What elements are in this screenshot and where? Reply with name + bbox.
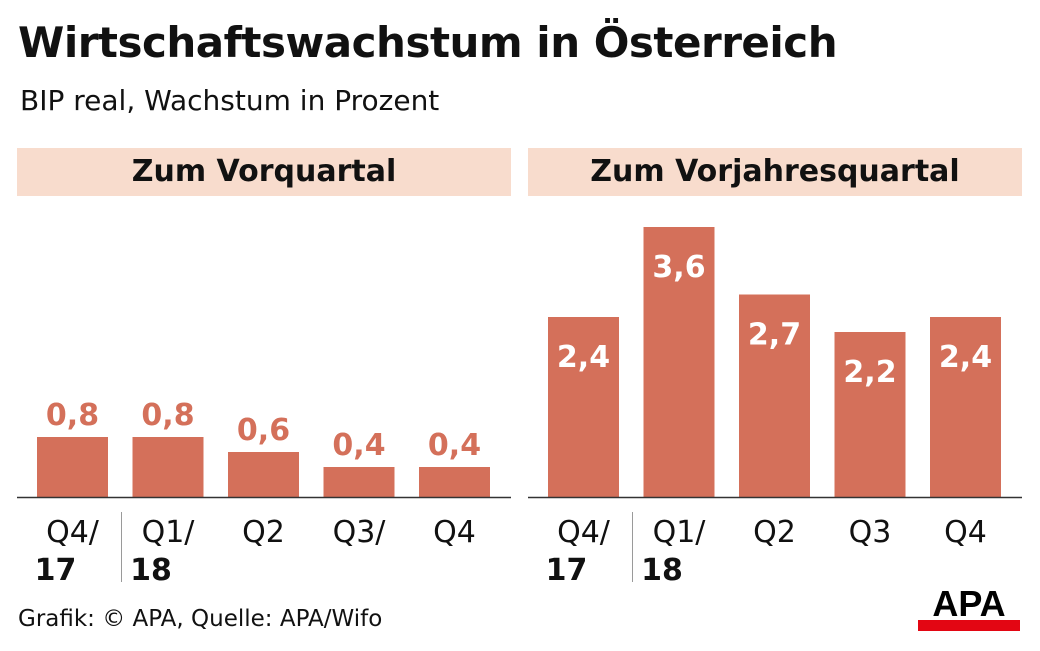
apa-logo-bar: [918, 620, 1020, 631]
bar: [37, 437, 108, 497]
x-tick-year-label: 17: [35, 553, 77, 588]
x-tick-year-label: 18: [130, 553, 172, 588]
bar-value-label: 0,4: [332, 428, 385, 463]
bar-value-label: 0,8: [46, 398, 99, 433]
x-tick-label: Q1/: [142, 515, 196, 550]
apa-logo-text: APA: [932, 584, 1005, 624]
bar: [132, 437, 204, 497]
x-tick-label: Q1/: [653, 515, 707, 550]
bar-value-label: 2,7: [748, 318, 801, 353]
x-tick-label: Q3/: [333, 515, 387, 550]
x-tick-label: Q2: [242, 515, 285, 550]
x-tick-label: Q4: [433, 515, 476, 550]
panel-title-vorquartal: Zum Vorquartal: [17, 148, 511, 196]
apa-logo: APA: [918, 583, 1020, 632]
bar: [930, 317, 1001, 497]
bar-value-label: 3,6: [652, 250, 705, 285]
bar: [834, 332, 906, 497]
source-note: Grafik: © APA, Quelle: APA/Wifo: [18, 606, 383, 632]
x-tick-label: Q4/: [46, 515, 100, 550]
bar: [323, 467, 395, 497]
x-tick-label: Q4/: [557, 515, 611, 550]
bar-value-label: 2,2: [843, 355, 896, 390]
x-tick-year-label: 18: [641, 553, 683, 588]
bar-value-label: 0,6: [237, 413, 290, 448]
bar: [548, 317, 619, 497]
bar-value-label: 0,8: [141, 398, 194, 433]
x-tick-label: Q3: [849, 515, 892, 550]
chart-title: Wirtschaftswachstum in Österreich: [18, 18, 838, 67]
bar: [228, 452, 299, 497]
bar: [643, 227, 715, 497]
bar: [739, 294, 810, 497]
x-tick-year-label: 17: [546, 553, 588, 588]
chart-subtitle: BIP real, Wachstum in Prozent: [20, 84, 440, 117]
bar-value-label: 2,4: [939, 340, 992, 375]
x-tick-label: Q2: [753, 515, 796, 550]
x-tick-label: Q4: [944, 515, 987, 550]
panel-title-vorjahresquartal: Zum Vorjahresquartal: [528, 148, 1022, 196]
bar: [419, 467, 490, 497]
bar-value-label: 2,4: [557, 340, 610, 375]
bar-value-label: 0,4: [428, 428, 481, 463]
